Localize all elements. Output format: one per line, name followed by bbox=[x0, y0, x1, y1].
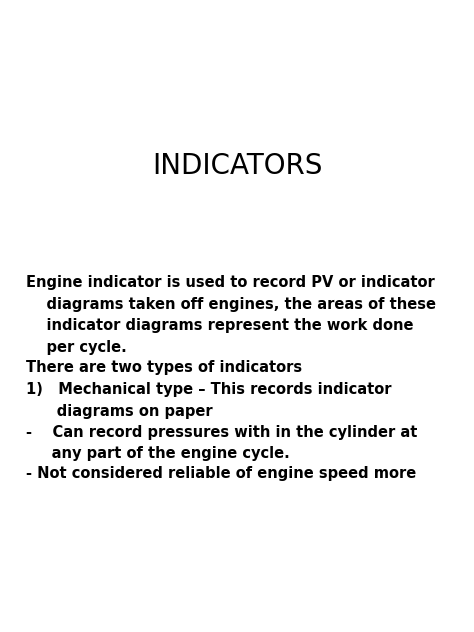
Text: -    Can record pressures with in the cylinder at
     any part of the engine cy: - Can record pressures with in the cylin… bbox=[26, 425, 418, 461]
Text: - Not considered reliable of engine speed more: - Not considered reliable of engine spee… bbox=[26, 466, 416, 481]
Text: There are two types of indicators: There are two types of indicators bbox=[26, 360, 302, 375]
Text: Engine indicator is used to record PV or indicator
    diagrams taken off engine: Engine indicator is used to record PV or… bbox=[26, 275, 436, 355]
Text: 1)   Mechanical type – This records indicator
      diagrams on paper: 1) Mechanical type – This records indica… bbox=[26, 382, 392, 419]
Text: INDICATORS: INDICATORS bbox=[152, 152, 322, 179]
